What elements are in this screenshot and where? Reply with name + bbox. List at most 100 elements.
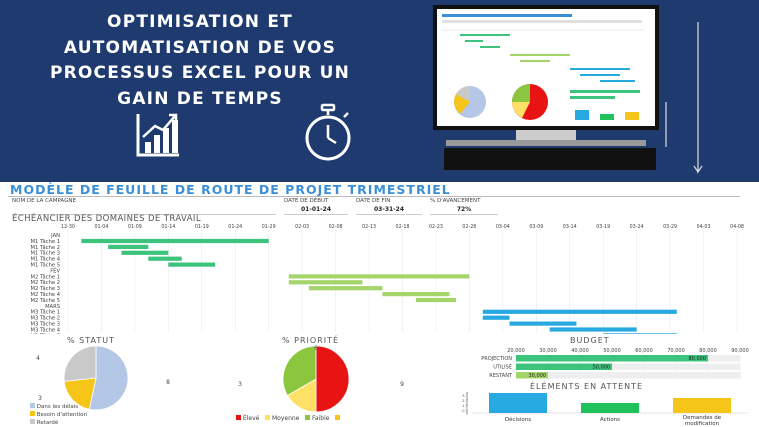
category-label: UTILISÉ bbox=[493, 363, 512, 371]
legend-label: Élevé bbox=[242, 415, 260, 422]
y-tick-label: 1 bbox=[466, 407, 468, 411]
gantt-bar bbox=[482, 315, 510, 320]
task-label: M2 Tâche 5 bbox=[31, 297, 60, 304]
gantt-bar bbox=[308, 286, 383, 291]
pending-bar bbox=[673, 398, 731, 413]
task-label: M1 Tâche 4 bbox=[31, 256, 61, 263]
growth-chart-icon bbox=[136, 113, 179, 157]
x-tick-label: 12-30 bbox=[61, 224, 75, 230]
thumbnail-gantt bbox=[442, 14, 645, 82]
task-label: M1 Tâche 2 bbox=[31, 244, 60, 251]
pie-data-label: 9 bbox=[400, 381, 404, 388]
gantt-bar bbox=[415, 297, 457, 303]
legend-item: Dans les délais bbox=[30, 403, 87, 411]
x-tick-label: 30,000 bbox=[539, 348, 557, 354]
gantt-bar bbox=[549, 327, 637, 332]
task-label: M3 Tâche 3 bbox=[31, 321, 60, 328]
x-tick-label: 02-23 bbox=[429, 224, 443, 230]
y-tick-label: 2.5 bbox=[462, 399, 468, 403]
end-date-field[interactable]: 03-31-24 bbox=[356, 206, 422, 215]
pie-slice bbox=[315, 345, 350, 413]
value-label: 30,000 bbox=[529, 373, 547, 379]
gantt-bar bbox=[168, 262, 216, 267]
stopwatch-icon bbox=[305, 103, 351, 161]
month-header-label: JAN bbox=[50, 233, 60, 239]
timeline-title: ÉCHÉANCIER DES DOMAINES DE TRAVAIL bbox=[12, 214, 201, 224]
progress-field[interactable]: 72% bbox=[430, 206, 498, 215]
status-legend: Dans les délais Besoin d'attention Retar… bbox=[30, 403, 87, 427]
legend-swatch bbox=[30, 403, 35, 408]
budget-track bbox=[516, 372, 740, 379]
pending-bar bbox=[489, 393, 547, 413]
x-tick-label: 03-04 bbox=[496, 224, 510, 230]
progress-label: % D'AVANCEMENT bbox=[430, 198, 481, 204]
pie-slice bbox=[282, 345, 317, 397]
task-label: M2 Tâche 4 bbox=[31, 291, 61, 298]
x-tick-label: 60,000 bbox=[635, 348, 653, 354]
task-label: M2 Tâche 3 bbox=[31, 285, 60, 292]
gantt-bar bbox=[288, 280, 363, 285]
x-tick-label: 02-28 bbox=[462, 224, 476, 230]
x-tick-label: 04-03 bbox=[697, 224, 711, 230]
task-label: M3 Tâche 2 bbox=[31, 315, 60, 322]
legend-item: Retardé bbox=[30, 419, 87, 427]
pie-data-label: 6 bbox=[314, 345, 318, 352]
pending-chart-title: ÉLÉMENTS EN ATTENTE bbox=[530, 382, 644, 391]
legend-item: Besoin d'attention bbox=[30, 411, 87, 419]
pending-bar bbox=[581, 403, 639, 413]
y-tick-label: 3 bbox=[466, 397, 468, 401]
status-chart-title: % STATUT bbox=[67, 336, 115, 345]
category-label: Actions bbox=[600, 417, 620, 423]
gantt-bar bbox=[382, 292, 450, 297]
y-tick-label: 3.5 bbox=[462, 394, 468, 398]
banner-headline: OPTIMISATION ET AUTOMATISATION DE VOS PR… bbox=[20, 10, 380, 112]
priority-chart-title: % PRIORITÉ bbox=[282, 336, 340, 345]
x-tick-label: 40,000 bbox=[571, 348, 589, 354]
task-label: M3 Tâche 5 bbox=[31, 332, 60, 334]
value-label: 80,000 bbox=[689, 356, 707, 362]
priority-pie-chart: 9 3 6 bbox=[238, 345, 404, 413]
x-tick-label: 02-08 bbox=[329, 224, 343, 230]
budget-bar bbox=[516, 355, 708, 362]
start-date-field[interactable]: 01-01-24 bbox=[284, 206, 348, 215]
x-tick-label: 01-29 bbox=[262, 224, 276, 230]
start-date-label: DATE DE DÉBUT bbox=[284, 198, 329, 204]
priority-legend: Élevé Moyenne Faible bbox=[236, 415, 341, 422]
budget-bar bbox=[516, 363, 612, 370]
task-label: M2 Tâche 1 bbox=[31, 273, 60, 280]
header-divider bbox=[8, 196, 740, 197]
task-label: M1 Tâche 3 bbox=[31, 250, 60, 257]
x-tick-label: 04-08 bbox=[730, 224, 744, 230]
status-pie-chart: 8 3 4 bbox=[36, 345, 170, 411]
pie-slice bbox=[88, 345, 129, 411]
legend-swatch bbox=[265, 415, 271, 420]
pie-data-label: 4 bbox=[36, 355, 40, 362]
budget-bar bbox=[516, 372, 548, 379]
headline-line-1: OPTIMISATION ET bbox=[107, 12, 293, 32]
pie-data-label: 8 bbox=[166, 379, 170, 386]
gantt-bar bbox=[81, 238, 269, 244]
pie-data-label: 3 bbox=[238, 381, 242, 388]
gantt-bar bbox=[108, 244, 149, 249]
x-tick-label: 70,000 bbox=[667, 348, 685, 354]
x-tick-label: 90,000 bbox=[731, 348, 749, 354]
campaign-label: NOM DE LA CAMPAGNE bbox=[12, 198, 76, 204]
x-tick-label: 01-14 bbox=[161, 224, 175, 230]
pie-data-label: 3 bbox=[38, 395, 42, 402]
x-tick-label: 03-29 bbox=[663, 224, 677, 230]
pending-bar-chart: 43.532.521.510.50 Décisions Actions Demande… bbox=[462, 392, 748, 427]
campaign-name-field[interactable] bbox=[12, 206, 276, 215]
legend-label: Faible bbox=[312, 415, 330, 422]
gantt-bar bbox=[121, 250, 169, 255]
x-tick-label: 80,000 bbox=[699, 348, 717, 354]
x-tick-label: 01-04 bbox=[94, 224, 108, 230]
legend-label: Dans les délais bbox=[36, 404, 79, 410]
category-label: modification bbox=[685, 421, 720, 427]
legend-label: Besoin d'attention bbox=[36, 412, 87, 418]
x-tick-label: 50,000 bbox=[603, 348, 621, 354]
gantt-bar bbox=[603, 333, 677, 334]
legend-swatch bbox=[335, 415, 341, 420]
gantt-bar bbox=[288, 274, 470, 279]
legend-swatch bbox=[30, 411, 35, 416]
y-tick-label: 0.5 bbox=[462, 409, 468, 413]
